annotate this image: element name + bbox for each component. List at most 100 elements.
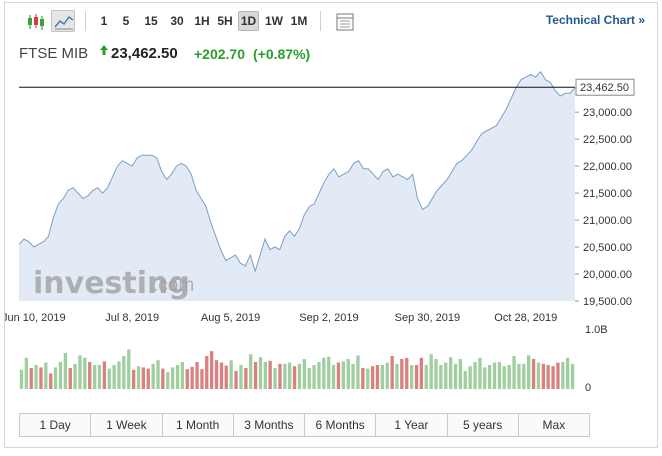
range-1-year-button[interactable]: 1 Year <box>376 414 448 436</box>
technical-chart-link[interactable]: Technical Chart » <box>545 13 645 27</box>
volume-bar <box>180 362 184 389</box>
area-chart-icon[interactable] <box>51 10 75 32</box>
volume-bar <box>502 366 506 389</box>
up-arrow-icon <box>100 45 108 55</box>
y-tick-label: 20,000.00 <box>583 269 632 281</box>
range-6-months-button[interactable]: 6 Months <box>305 414 377 436</box>
volume-bar <box>107 368 111 389</box>
volume-bar <box>561 362 565 389</box>
volume-bar <box>78 355 82 389</box>
volume-bar <box>336 362 341 389</box>
volume-bar <box>93 365 97 389</box>
volume-bar <box>239 365 243 389</box>
table-view-icon[interactable] <box>332 10 356 32</box>
volume-bar <box>97 365 102 389</box>
volume-bar <box>39 367 43 389</box>
volume-bar <box>375 365 380 389</box>
volume-bar <box>258 357 263 389</box>
volume-bar <box>44 362 48 389</box>
range-1-day-button[interactable]: 1 Day <box>20 414 92 436</box>
y-tick-label: 21,500.00 <box>583 188 632 200</box>
chart-widget: 1 5 15 30 1H 5H 1D 1W 1M Technical Chart… <box>4 2 658 448</box>
volume-bar <box>244 368 248 389</box>
watermark-brand: investing <box>33 266 190 301</box>
y-tick-label: 21,000.00 <box>583 215 632 227</box>
volume-bar <box>278 363 282 389</box>
volume-bar <box>536 362 541 389</box>
volume-bar <box>429 354 433 389</box>
volume-bar <box>400 359 404 389</box>
interval-15-button[interactable]: 15 <box>144 14 158 28</box>
volume-bar <box>292 366 297 389</box>
chart-toolbar: 1 5 15 30 1H 5H 1D 1W 1M Technical Chart… <box>5 3 657 37</box>
y-tick-label: 19,500.00 <box>583 296 632 308</box>
volume-bar <box>112 365 116 389</box>
volume-bar <box>297 363 302 389</box>
volume-bar <box>346 359 350 389</box>
candlestick-chart-icon[interactable] <box>23 10 47 32</box>
price-chart[interactable]: investing .com 19,500.00 20,000.00 20,500.… <box>5 3 659 408</box>
volume-bar <box>210 351 214 389</box>
volume-bar <box>507 365 511 389</box>
volume-bar <box>127 349 131 389</box>
volume-bar <box>302 359 306 389</box>
interval-5h-button[interactable]: 5H <box>217 14 233 28</box>
volume-bar <box>458 359 462 389</box>
volume-axis-label: 1.0B <box>585 324 608 336</box>
volume-bar <box>288 362 292 389</box>
volume-bar <box>195 362 199 389</box>
volume-bar <box>317 362 321 389</box>
volume-bar <box>419 357 423 389</box>
volume-bar <box>102 361 106 389</box>
interval-1w-button[interactable]: 1W <box>265 14 283 28</box>
interval-1-button[interactable]: 1 <box>100 14 108 28</box>
y-tick-label: 22,000.00 <box>583 161 632 173</box>
interval-30-button[interactable]: 30 <box>170 14 184 28</box>
volume-bar <box>570 363 575 389</box>
range-1-month-button[interactable]: 1 Month <box>162 414 234 436</box>
interval-1m-button[interactable]: 1M <box>290 14 308 28</box>
x-tick-label: Aug 5, 2019 <box>201 312 260 324</box>
watermark-suffix: .com <box>153 275 194 296</box>
volume-bar <box>263 362 267 389</box>
volume-bar <box>488 365 492 389</box>
y-tick-label: 23,000.00 <box>583 107 632 119</box>
interval-1h-button[interactable]: 1H <box>194 14 210 28</box>
volume-bar <box>497 362 502 389</box>
volume-bar <box>341 361 345 389</box>
volume-bar <box>439 365 443 389</box>
volume-bar <box>380 365 384 389</box>
volume-bar <box>424 365 428 389</box>
volume-bar <box>253 362 258 389</box>
volume-bar <box>156 360 160 389</box>
volume-bar <box>185 369 189 389</box>
price-change-percent: (+0.87%) <box>253 46 311 62</box>
range-selector: 1 Day 1 Week 1 Month 3 Months 6 Months 1… <box>19 413 590 437</box>
interval-1d-button[interactable]: 1D <box>238 11 259 31</box>
instrument-name: FTSE MIB <box>19 45 89 62</box>
volume-bar <box>361 368 365 389</box>
volume-bar <box>132 369 136 389</box>
volume-bar <box>249 354 253 389</box>
volume-bar <box>351 363 355 389</box>
range-5-years-button[interactable]: 5 years <box>447 414 519 436</box>
range-3-months-button[interactable]: 3 Months <box>233 414 305 436</box>
volume-bar <box>556 362 560 389</box>
volume-bar <box>219 362 224 389</box>
x-tick-label: Sep 30, 2019 <box>395 312 460 324</box>
x-tick-label: Jul 8, 2019 <box>105 312 159 324</box>
volume-bar <box>122 356 126 389</box>
volume-bar <box>483 367 487 389</box>
volume-bar <box>366 368 370 389</box>
volume-bar <box>200 369 204 389</box>
volume-axis-label: 0 <box>585 382 591 394</box>
x-tick-label: Sep 2, 2019 <box>299 312 358 324</box>
volume-bar <box>166 372 170 389</box>
volume-bar <box>68 368 72 389</box>
volume-bar <box>171 367 175 389</box>
range-max-button[interactable]: Max <box>518 414 589 436</box>
range-1-week-button[interactable]: 1 Week <box>91 414 163 436</box>
volume-bar <box>307 368 311 389</box>
interval-5-button[interactable]: 5 <box>122 14 130 28</box>
volume-bar <box>522 363 526 389</box>
